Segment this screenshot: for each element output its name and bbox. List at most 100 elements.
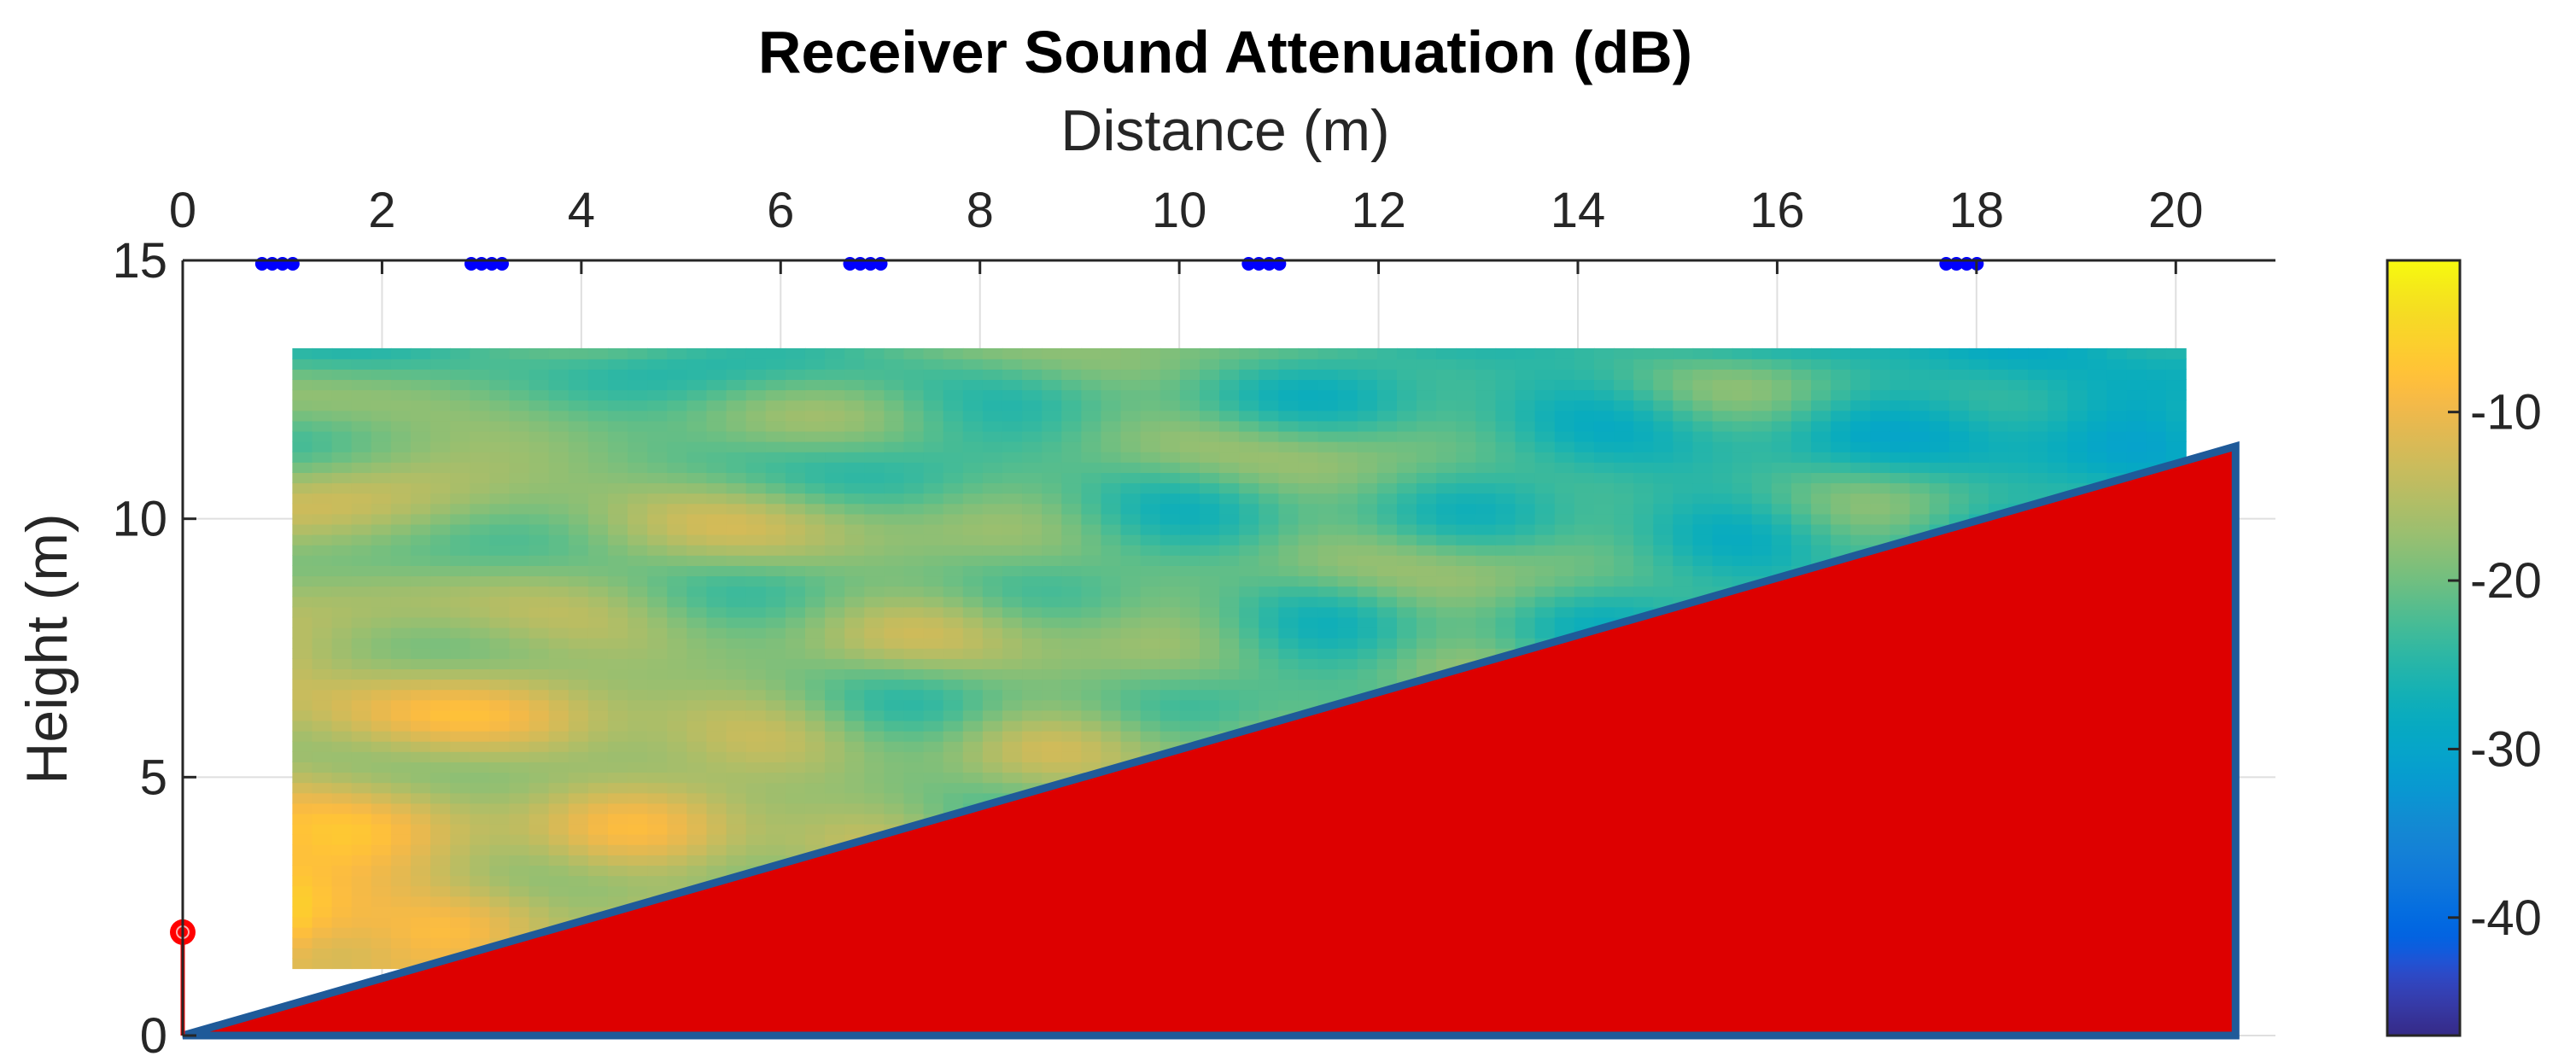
field-cell xyxy=(351,720,372,732)
field-cell xyxy=(1574,534,1595,546)
field-cell xyxy=(587,503,609,515)
field-cell xyxy=(470,813,491,825)
field-cell xyxy=(1179,555,1200,566)
field-cell xyxy=(1948,503,1970,515)
field-cell xyxy=(1417,544,1437,556)
field-cell xyxy=(607,462,628,473)
field-cell xyxy=(667,596,688,608)
field-cell xyxy=(470,772,491,784)
field-cell xyxy=(607,833,628,845)
field-cell xyxy=(726,513,747,525)
field-cell xyxy=(884,462,905,473)
field-cell xyxy=(1337,544,1358,556)
field-cell xyxy=(943,575,964,587)
field-cell xyxy=(804,823,826,835)
field-cell xyxy=(686,430,708,442)
field-cell xyxy=(509,668,530,680)
field-cell xyxy=(628,565,648,577)
field-cell xyxy=(1554,513,1575,525)
field-cell xyxy=(1002,534,1023,546)
field-cell xyxy=(1948,462,1970,473)
field-cell xyxy=(1811,482,1831,494)
field-cell xyxy=(647,689,669,701)
field-cell xyxy=(390,782,412,794)
field-cell xyxy=(804,751,826,762)
field-cell xyxy=(982,586,1003,598)
field-cell xyxy=(647,833,669,845)
field-cell xyxy=(825,555,845,566)
field-cell xyxy=(844,627,866,639)
field-cell xyxy=(529,637,550,649)
field-cell xyxy=(489,709,511,721)
field-cell xyxy=(1179,441,1200,452)
field-cell xyxy=(1790,430,1812,442)
field-cell xyxy=(1337,586,1358,598)
field-cell xyxy=(1376,668,1398,680)
field-cell xyxy=(1790,451,1812,463)
field-cell xyxy=(390,462,412,473)
field-cell xyxy=(1101,606,1122,618)
field-cell xyxy=(1870,534,1891,546)
field-cell xyxy=(1673,462,1694,473)
field-cell xyxy=(1278,586,1300,598)
field-cell xyxy=(529,606,550,618)
field-cell xyxy=(450,441,471,452)
field-cell xyxy=(390,885,412,897)
field-cell xyxy=(1219,637,1240,649)
field-cell xyxy=(1515,482,1536,494)
field-cell xyxy=(804,802,826,814)
field-cell xyxy=(390,534,412,546)
field-cell xyxy=(529,648,550,659)
field-cell xyxy=(923,679,944,691)
field-cell xyxy=(509,544,530,556)
field-cell xyxy=(430,772,451,784)
field-cell xyxy=(509,648,530,659)
field-cell xyxy=(351,606,372,618)
field-cell xyxy=(1554,616,1575,628)
field-cell xyxy=(312,534,333,546)
field-cell xyxy=(804,668,826,680)
field-cell xyxy=(923,482,944,494)
field-cell xyxy=(1614,451,1634,463)
field-cell xyxy=(1120,627,1142,639)
field-cell xyxy=(529,493,550,505)
field-cell xyxy=(489,730,511,742)
field-cell xyxy=(371,493,392,505)
field-cell xyxy=(628,689,648,701)
field-cell xyxy=(962,761,984,773)
field-cell xyxy=(312,493,333,505)
field-cell xyxy=(726,616,747,628)
field-cell xyxy=(628,544,648,556)
field-cell xyxy=(430,472,451,484)
field-cell xyxy=(1159,586,1181,598)
field-cell xyxy=(1179,679,1200,691)
field-cell xyxy=(706,679,727,691)
field-cell xyxy=(292,596,313,608)
field-cell xyxy=(509,441,530,452)
field-cell xyxy=(1357,555,1378,566)
field-cell xyxy=(390,430,412,442)
field-cell xyxy=(1436,430,1457,442)
field-cell xyxy=(509,855,530,867)
field-cell xyxy=(706,637,727,649)
field-cell xyxy=(390,637,412,649)
field-cell xyxy=(1554,544,1575,556)
field-cell xyxy=(529,544,550,556)
field-cell xyxy=(410,813,431,825)
field-cell xyxy=(1317,493,1339,505)
field-cell xyxy=(864,802,885,814)
field-cell xyxy=(1929,482,1950,494)
field-cell xyxy=(864,555,885,566)
field-cell xyxy=(1909,513,1931,525)
field-cell xyxy=(351,689,372,701)
field-cell xyxy=(1159,544,1181,556)
field-cell xyxy=(1456,503,1477,515)
field-cell xyxy=(529,462,550,473)
field-cell xyxy=(706,823,727,835)
field-cell xyxy=(1298,648,1319,659)
field-cell xyxy=(1929,472,1950,484)
field-cell xyxy=(884,482,905,494)
field-cell xyxy=(1259,565,1280,577)
field-cell xyxy=(903,534,925,546)
field-cell xyxy=(568,472,589,484)
